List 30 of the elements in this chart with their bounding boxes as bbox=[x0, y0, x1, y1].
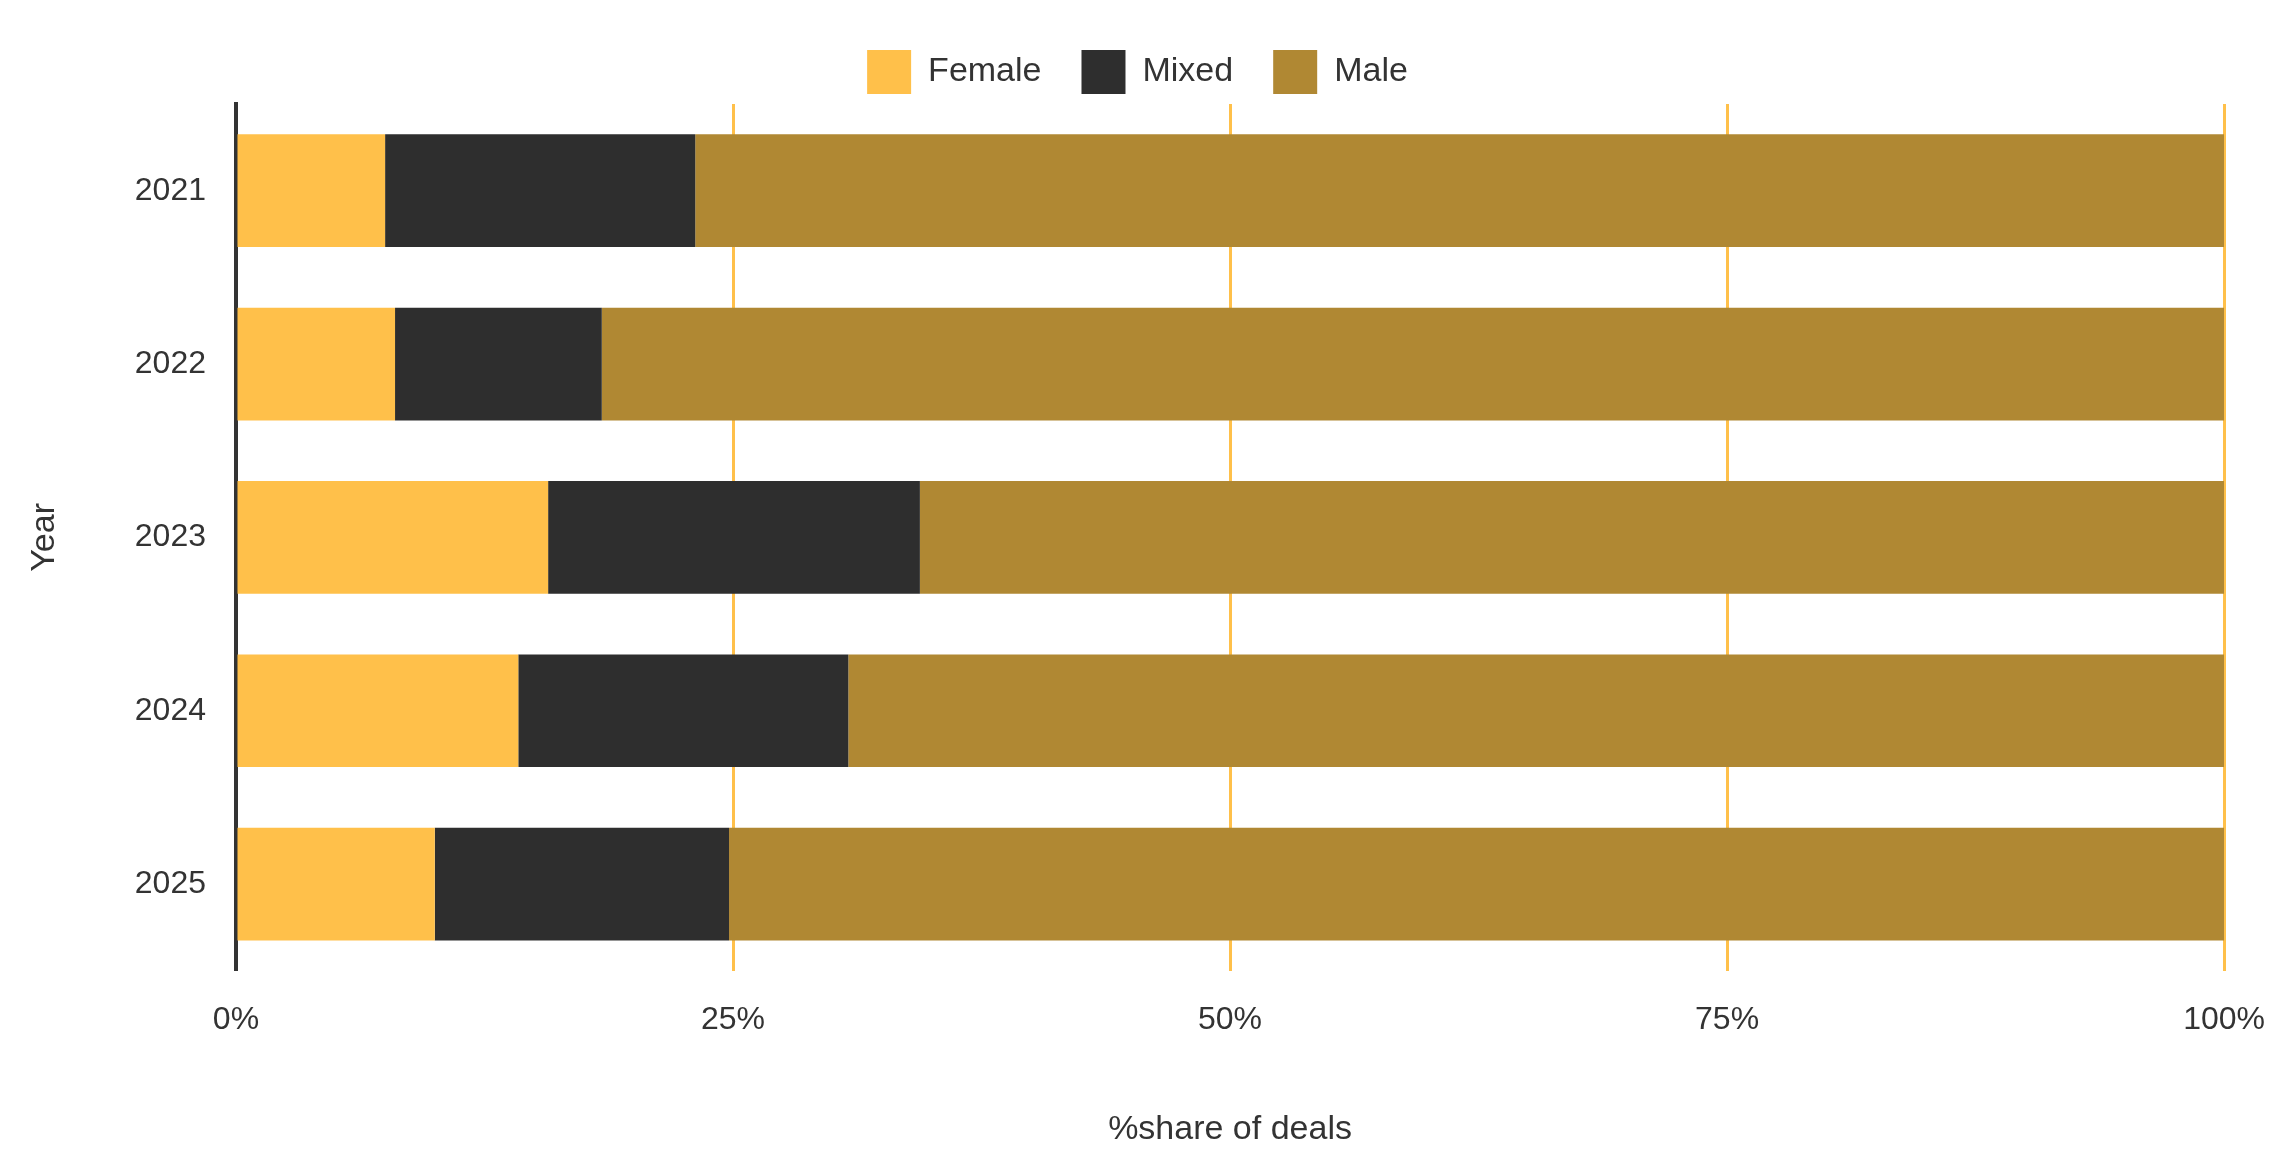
bar bbox=[919, 481, 2225, 594]
bar bbox=[601, 307, 2225, 421]
bar bbox=[434, 827, 730, 941]
x-tick-label: 50% bbox=[1198, 999, 1263, 1036]
x-axis-title: %share of deals bbox=[1108, 1107, 1352, 1146]
bar bbox=[729, 827, 2225, 941]
x-tick-label: 0% bbox=[212, 999, 260, 1036]
bar bbox=[395, 307, 602, 421]
y-tick-label: 2022 bbox=[134, 343, 206, 380]
y-tick-label: 2024 bbox=[134, 690, 206, 727]
legend-label: Female bbox=[928, 50, 1042, 89]
x-tick-label: 25% bbox=[700, 999, 766, 1036]
y-tick-label: 2021 bbox=[134, 170, 206, 207]
x-tick-label: 100% bbox=[2183, 999, 2265, 1036]
x-tick-label: 75% bbox=[1695, 999, 1760, 1036]
legend-label: Male bbox=[1334, 50, 1408, 89]
bar bbox=[548, 481, 920, 594]
bar bbox=[237, 654, 519, 768]
bar bbox=[385, 134, 696, 248]
bar bbox=[848, 654, 2225, 768]
bar bbox=[237, 827, 435, 941]
y-tick-label: 2025 bbox=[134, 863, 206, 900]
bar bbox=[695, 134, 2225, 248]
bar bbox=[237, 307, 396, 421]
bar bbox=[518, 654, 849, 768]
y-tick-label: 2023 bbox=[134, 517, 206, 554]
y-axis-title: Year bbox=[22, 503, 61, 572]
bar bbox=[237, 481, 549, 594]
bar bbox=[237, 134, 386, 248]
legend-label: Mixed bbox=[1142, 50, 1234, 89]
